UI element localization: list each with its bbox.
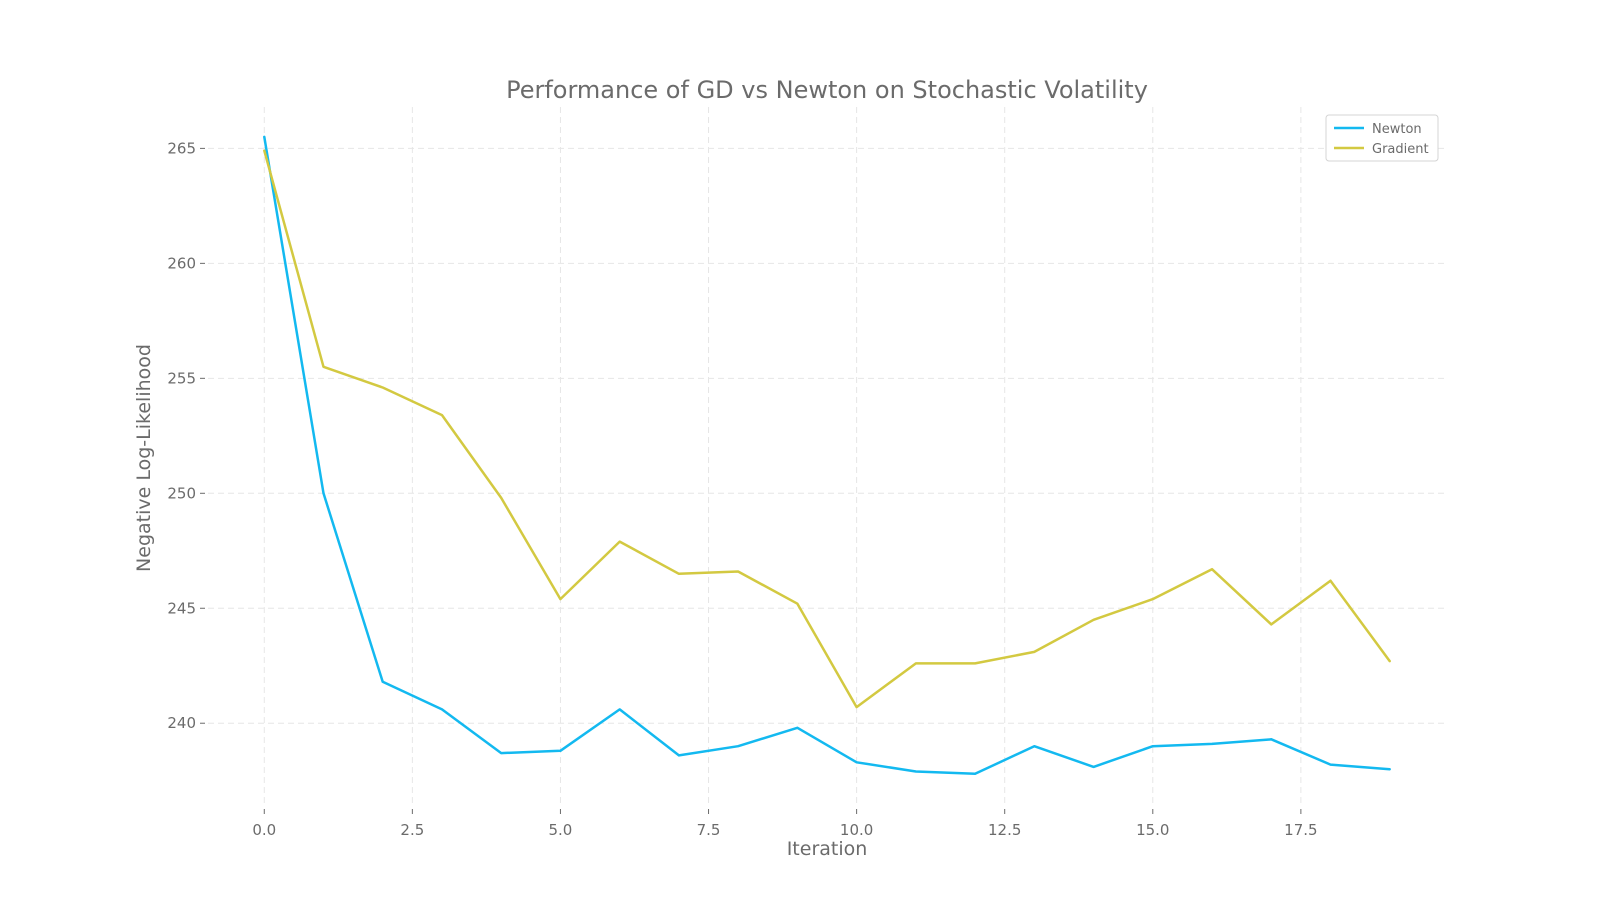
axes: 0.0 2.5 5.0 7.5 10.0 12.5 15.0 17.5 240 245 250 255…: [167, 139, 1317, 839]
x-tick-label: 12.5: [988, 821, 1021, 839]
x-axis-label: Iteration: [787, 838, 868, 860]
x-tick-label: 15.0: [1136, 821, 1169, 839]
chart-title: Performance of GD vs Newton on Stochasti…: [506, 76, 1148, 104]
series-line-gradient: [263, 149, 1391, 709]
y-tick-label: 245: [167, 599, 196, 617]
series-line-newton: [263, 135, 1391, 776]
y-axis-label: Negative Log-Likelihood: [133, 344, 155, 572]
series-lines: [263, 135, 1391, 776]
x-tick-label: 0.0: [252, 821, 276, 839]
y-tick-label: 265: [167, 139, 196, 157]
x-tick-label: 17.5: [1284, 821, 1317, 839]
x-tick-label: 5.0: [549, 821, 573, 839]
y-tick-label: 255: [167, 369, 196, 387]
y-tick-label: 240: [167, 714, 196, 732]
legend-box: [1325, 114, 1439, 162]
x-tick-label: 7.5: [697, 821, 721, 839]
legend: Newton Gradient: [1325, 114, 1439, 162]
grid: [208, 107, 1446, 806]
legend-label-newton: Newton: [1372, 122, 1422, 137]
y-tick-label: 260: [167, 254, 196, 272]
x-tick-label: 10.0: [840, 821, 873, 839]
x-tick-label: 2.5: [400, 821, 424, 839]
y-tick-label: 250: [167, 484, 196, 502]
legend-label-gradient: Gradient: [1372, 142, 1429, 157]
